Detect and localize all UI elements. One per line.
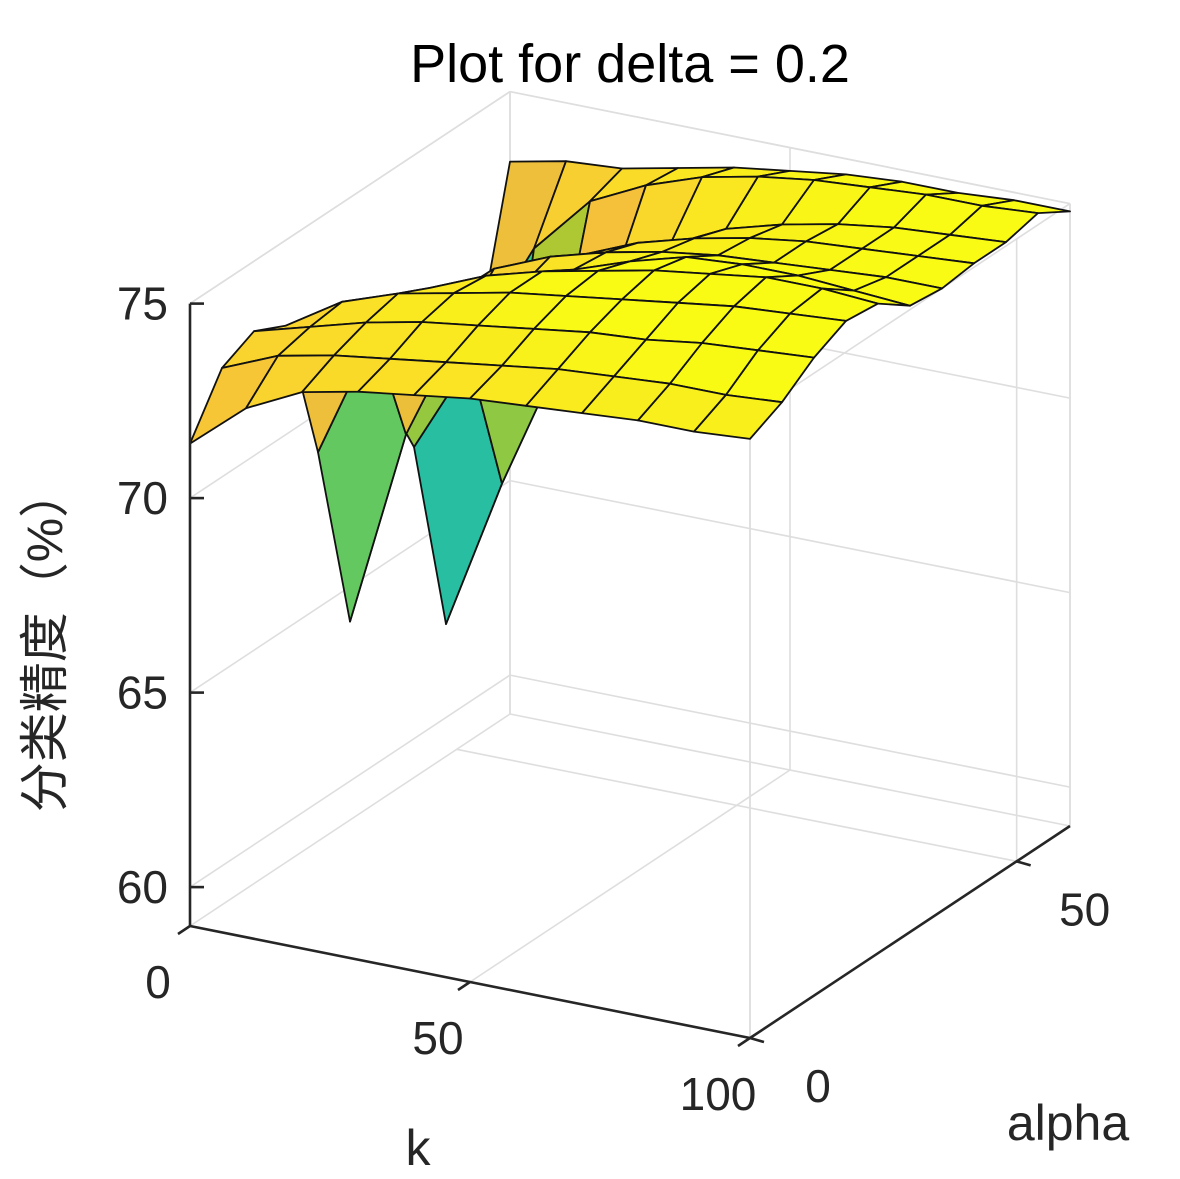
chart-title: Plot for delta = 0.2 xyxy=(410,34,850,94)
y-tick-label: 50 xyxy=(1059,883,1110,935)
z-tick-label: 65 xyxy=(117,667,168,719)
y-tick xyxy=(749,1036,765,1044)
y-gridline xyxy=(456,748,1017,863)
x-tick xyxy=(177,924,191,936)
x-tick-label: 50 xyxy=(412,1012,463,1064)
y-axis-label: alpha xyxy=(1007,1095,1130,1151)
y-axis-line xyxy=(749,824,1071,1040)
x-axis-label: k xyxy=(406,1120,432,1176)
surface-layer xyxy=(189,160,1071,625)
x-tick xyxy=(457,980,471,992)
x-tick-label: 100 xyxy=(680,1068,757,1120)
z-tick-label: 75 xyxy=(117,278,168,330)
x-gridline xyxy=(469,769,791,983)
z-axis-label: 分类精度（%） xyxy=(17,468,73,812)
x-tick xyxy=(737,1036,751,1048)
x-tick-label: 0 xyxy=(145,956,171,1008)
z-gridline xyxy=(189,90,511,305)
surface-patch xyxy=(693,393,783,440)
z-tick-label: 60 xyxy=(117,861,168,913)
z-tick-label: 70 xyxy=(117,472,168,524)
y-tick xyxy=(1016,860,1032,867)
axis-layer: 60 65 70 75 0 50 100 0 50 xyxy=(117,278,1110,1120)
x-gridline xyxy=(189,713,511,927)
y-tick-label: 0 xyxy=(805,1060,831,1112)
z-gridline xyxy=(189,674,511,888)
